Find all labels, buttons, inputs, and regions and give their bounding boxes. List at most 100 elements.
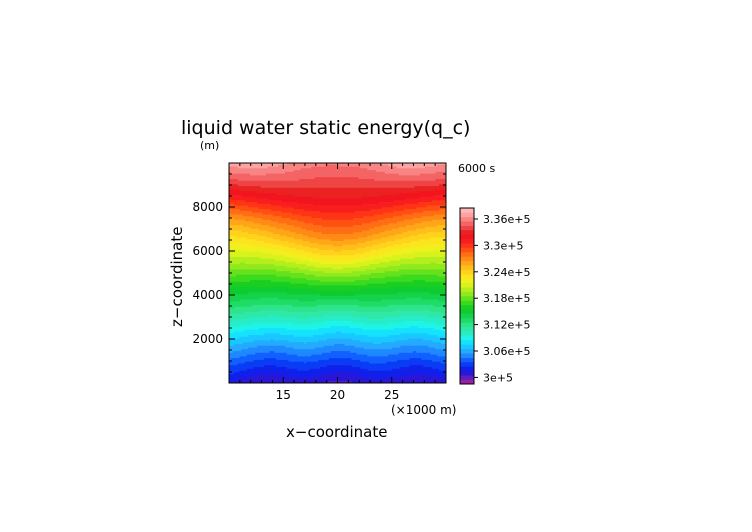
contour-cell xyxy=(386,218,389,221)
contour-cell xyxy=(439,189,442,192)
contour-cell xyxy=(250,226,253,229)
contour-cell xyxy=(337,189,340,192)
contour-cell xyxy=(300,173,303,176)
contour-cell xyxy=(425,205,428,208)
contour-cell xyxy=(337,214,340,217)
contour-cell xyxy=(290,212,293,215)
contour-cell xyxy=(234,177,237,180)
contour-cell xyxy=(299,205,302,208)
contour-cell xyxy=(432,177,435,180)
contour-cell xyxy=(302,173,305,176)
contour-cell xyxy=(377,209,380,212)
contour-cell xyxy=(370,177,373,180)
contour-cell xyxy=(274,177,277,180)
contour-cell xyxy=(376,226,379,229)
contour-cell xyxy=(358,225,361,228)
contour-cell xyxy=(374,223,377,226)
contour-cell xyxy=(320,194,323,198)
contour-cell xyxy=(365,171,368,174)
contour-cell xyxy=(325,218,328,221)
contour-cell xyxy=(363,182,366,185)
contour-cell xyxy=(426,170,429,173)
contour-cell xyxy=(428,202,431,205)
contour-cell xyxy=(244,210,247,214)
contour-cell xyxy=(292,207,295,210)
contour-cell xyxy=(390,228,393,231)
contour-cell xyxy=(246,210,249,214)
contour-cell xyxy=(285,182,288,185)
contour-cell xyxy=(423,212,426,215)
contour-cell xyxy=(439,191,442,194)
contour-cell xyxy=(342,166,345,169)
contour-cell xyxy=(269,164,272,167)
contour-cell xyxy=(439,198,442,201)
contour-cell xyxy=(234,207,237,210)
contour-cell xyxy=(251,207,254,210)
contour-cell xyxy=(311,212,314,215)
contour-cell xyxy=(372,163,375,166)
contour-cell xyxy=(367,171,370,174)
contour-cell xyxy=(258,184,261,187)
contour-cell xyxy=(300,225,303,228)
contour-cell xyxy=(349,212,352,215)
contour-cell xyxy=(257,226,260,229)
contour-cell xyxy=(404,223,407,226)
contour-cell xyxy=(384,207,387,210)
contour-cell xyxy=(437,202,440,205)
contour-cell xyxy=(260,225,263,228)
contour-cell xyxy=(348,166,351,169)
contour-cell xyxy=(237,228,240,231)
contour-cell xyxy=(419,225,422,228)
contour-cell xyxy=(292,180,295,183)
contour-cell xyxy=(250,209,253,212)
contour-cell xyxy=(239,223,242,226)
contour-cell xyxy=(414,168,417,171)
contour-cell xyxy=(419,187,422,190)
contour-cell xyxy=(407,228,410,231)
contour-cell xyxy=(323,228,326,231)
contour-cell xyxy=(369,166,372,169)
contour-cell xyxy=(318,226,321,229)
contour-cell xyxy=(337,184,340,187)
contour-cell xyxy=(423,184,426,187)
contour-cell xyxy=(323,223,326,226)
contour-cell xyxy=(440,189,443,192)
contour-cell xyxy=(432,173,435,176)
contour-cell xyxy=(244,230,247,233)
contour-cell xyxy=(321,166,324,169)
contour-cell xyxy=(425,187,428,190)
contour-cell xyxy=(365,170,368,173)
contour-cell xyxy=(255,189,258,192)
contour-cell xyxy=(267,173,270,176)
contour-cell xyxy=(292,198,295,201)
contour-cell xyxy=(246,182,249,185)
contour-cell xyxy=(439,171,442,174)
contour-cell xyxy=(433,223,436,226)
contour-cell xyxy=(397,205,400,208)
contour-cell xyxy=(386,191,389,194)
contour-cell xyxy=(341,202,344,205)
contour-cell xyxy=(286,164,289,167)
contour-cell xyxy=(416,193,419,196)
contour-cell xyxy=(253,186,256,189)
contour-cell xyxy=(292,232,295,235)
contour-cell xyxy=(243,184,246,187)
contour-cell xyxy=(344,193,347,196)
contour-cell xyxy=(397,216,400,219)
contour-cell xyxy=(299,173,302,176)
contour-cell xyxy=(425,173,428,176)
contour-cell xyxy=(444,210,447,214)
contour-cell xyxy=(309,221,312,224)
contour-cell xyxy=(285,200,288,203)
contour-cell xyxy=(258,191,261,194)
contour-cell xyxy=(418,163,421,166)
contour-cell xyxy=(414,226,417,229)
contour-cell xyxy=(444,212,447,215)
contour-cell xyxy=(395,166,398,169)
contour-cell xyxy=(257,173,260,176)
contour-cell xyxy=(232,164,235,167)
contour-cell xyxy=(279,164,282,167)
contour-cell xyxy=(363,214,366,217)
contour-cell xyxy=(346,230,349,233)
contour-cell xyxy=(358,218,361,221)
